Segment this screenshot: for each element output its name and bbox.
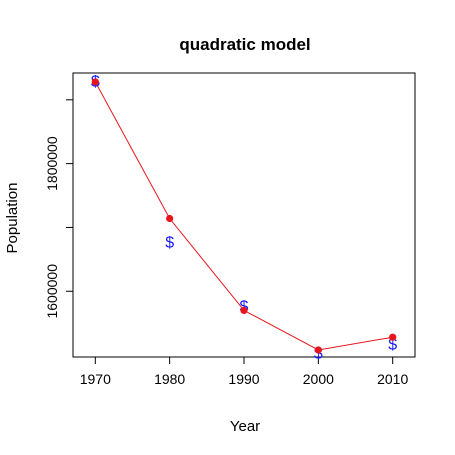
x-tick-label: 1980 [154,371,185,387]
y-axis-label: Population [4,183,21,254]
observed-point-1980: $ [165,234,174,251]
y-tick-label: 1600000 [44,264,60,319]
observed-point-2000: $ [314,346,323,363]
fitted-point-1980 [166,214,174,223]
y-axis: 1600000 1800000 [44,99,73,319]
fitted-point-1990 [240,306,248,315]
x-axis: 1970 1980 1990 2000 2010 [80,357,408,387]
x-tick-label: 2000 [303,371,334,387]
series-layer: $$$$$ [91,74,397,363]
observed-point-1990: $ [240,298,249,315]
fitted-point-1970 [91,78,99,86]
x-axis-label: Year [230,418,260,435]
chart-title: quadratic model [179,35,310,54]
fitted-point-2000 [314,346,322,354]
observed-point-2010: $ [388,337,397,354]
x-tick-label: 1970 [80,371,111,387]
fitted-point-2010 [389,333,397,341]
x-tick-label: 2010 [377,371,408,387]
y-tick-label: 1800000 [44,136,60,191]
x-tick-label: 1990 [228,371,259,387]
